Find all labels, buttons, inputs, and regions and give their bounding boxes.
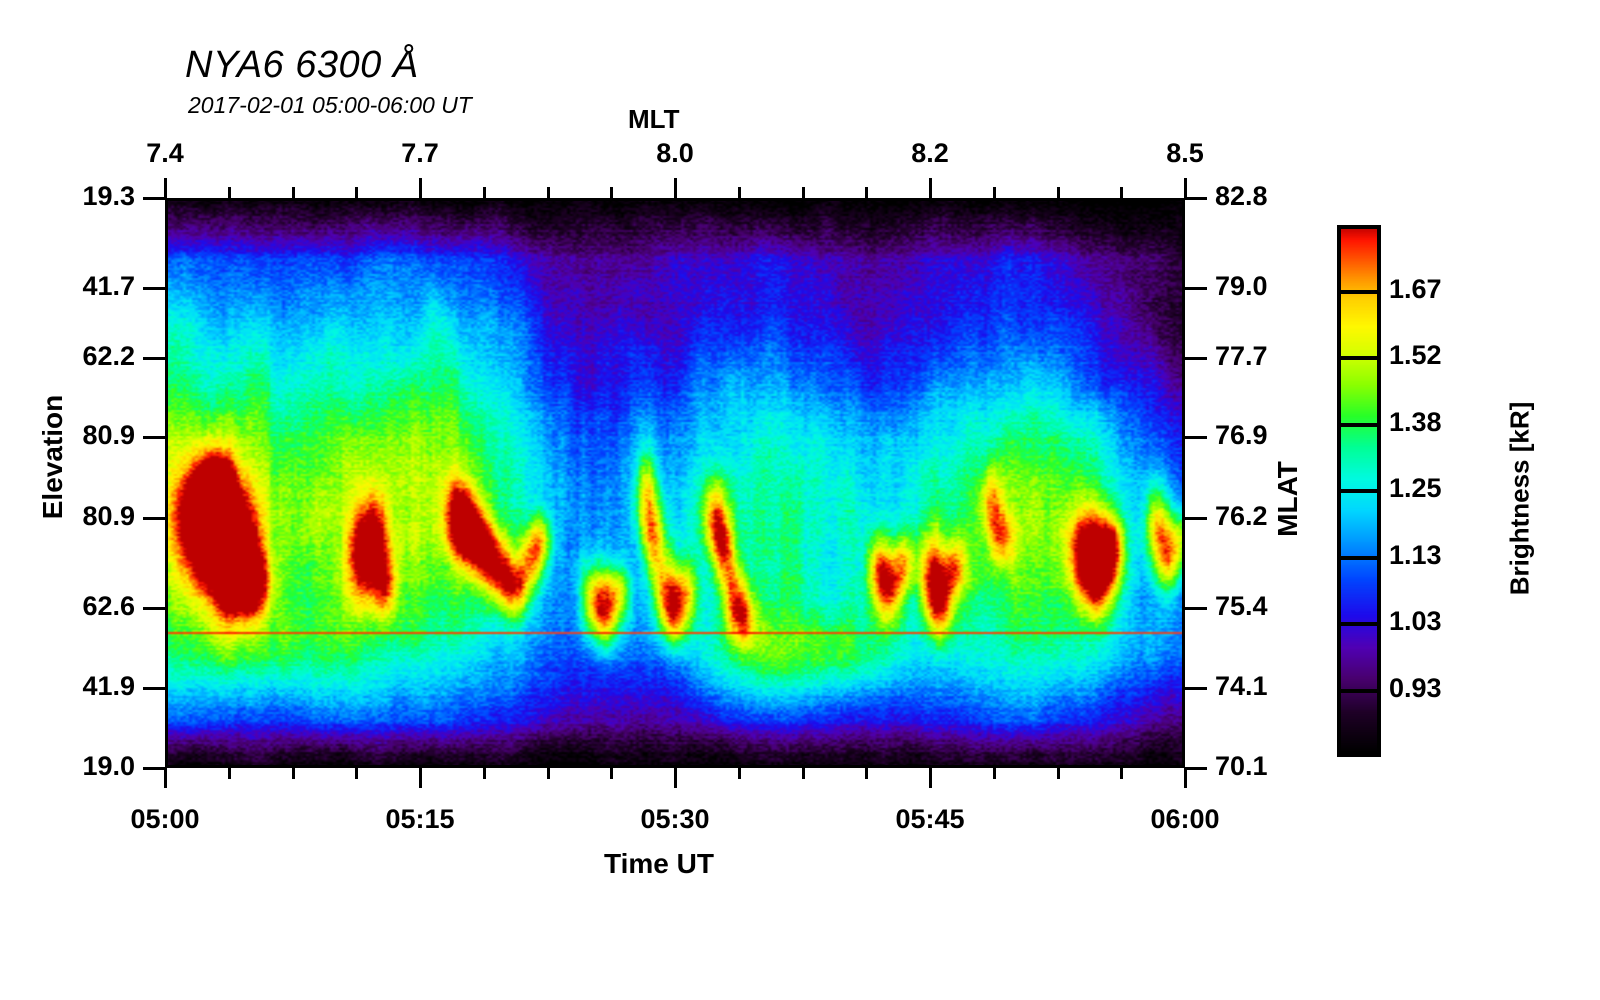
bottom-minor-tick-10	[802, 768, 805, 779]
right-tick-mark-4	[1185, 517, 1207, 520]
bottom-tick-mark-3	[929, 768, 932, 788]
top-tick-mark-0	[164, 178, 167, 198]
top-minor-tick-1	[228, 187, 231, 198]
colorbar-separator-0	[1337, 290, 1381, 294]
right-tick-label-0: 82.8	[1215, 181, 1268, 211]
bottom-tick-label-2: 05:30	[640, 804, 710, 834]
right-tick-label-6: 74.1	[1215, 671, 1268, 701]
top-tick-mark-3	[929, 178, 932, 198]
bottom-tick-mark-4	[1184, 768, 1187, 788]
bottom-tick-mark-0	[164, 768, 167, 788]
right-tick-label-1: 79.0	[1215, 271, 1268, 301]
right-tick-mark-2	[1185, 357, 1207, 360]
top-minor-tick-13	[993, 187, 996, 198]
bottom-minor-tick-5	[483, 768, 486, 779]
bottom-tick-label-4: 06:00	[1150, 804, 1220, 834]
right-tick-label-5: 75.4	[1215, 591, 1268, 621]
left-tick-mark-3	[143, 436, 165, 439]
top-minor-tick-10	[802, 187, 805, 198]
top-minor-tick-14	[1057, 187, 1060, 198]
top-tick-mark-1	[419, 178, 422, 198]
top-tick-label-2: 8.0	[656, 138, 694, 168]
left-tick-label-3: 80.9	[82, 420, 135, 450]
top-minor-tick-9	[738, 187, 741, 198]
right-tick-label-2: 77.7	[1215, 341, 1268, 371]
bottom-minor-tick-1	[228, 768, 231, 779]
colorbar-tick-label-5: 1.03	[1389, 606, 1442, 636]
right-tick-mark-3	[1185, 436, 1207, 439]
colorbar-tick-label-6: 0.93	[1389, 673, 1442, 703]
colorbar-tick-label-3: 1.25	[1389, 473, 1442, 503]
top-minor-tick-5	[483, 187, 486, 198]
top-tick-label-3: 8.2	[911, 138, 949, 168]
left-tick-mark-7	[143, 767, 165, 770]
right-tick-mark-7	[1185, 767, 1207, 770]
left-tick-label-4: 80.9	[82, 501, 135, 531]
colorbar-tick-label-1: 1.52	[1389, 340, 1442, 370]
left-tick-mark-4	[143, 517, 165, 520]
bottom-tick-mark-2	[674, 768, 677, 788]
keogram-plot-area	[165, 198, 1185, 768]
top-minor-tick-7	[610, 187, 613, 198]
bottom-tick-mark-1	[419, 768, 422, 788]
right-tick-label-7: 70.1	[1215, 751, 1268, 781]
bottom-minor-tick-9	[738, 768, 741, 779]
keogram-image	[168, 201, 1182, 765]
top-tick-label-0: 7.4	[146, 138, 184, 168]
mlt-axis-title: MLT	[628, 104, 680, 134]
right-tick-mark-5	[1185, 607, 1207, 610]
figure-title: NYA6 6300 Å	[185, 44, 419, 86]
left-tick-mark-5	[143, 607, 165, 610]
left-tick-mark-6	[143, 687, 165, 690]
left-tick-mark-0	[143, 197, 165, 200]
top-minor-tick-3	[355, 187, 358, 198]
colorbar-separator-5	[1337, 622, 1381, 626]
left-tick-label-0: 19.3	[82, 181, 135, 211]
colorbar-separator-3	[1337, 489, 1381, 493]
left-tick-label-7: 19.0	[82, 751, 135, 781]
top-tick-label-1: 7.7	[401, 138, 439, 168]
top-tick-label-4: 8.5	[1166, 138, 1204, 168]
right-tick-label-3: 76.9	[1215, 420, 1268, 450]
figure-subtitle: 2017-02-01 05:00-06:00 UT	[188, 92, 472, 118]
top-minor-tick-11	[865, 187, 868, 198]
top-tick-mark-2	[674, 178, 677, 198]
left-tick-mark-2	[143, 357, 165, 360]
bottom-tick-label-1: 05:15	[385, 804, 455, 834]
top-minor-tick-15	[1120, 187, 1123, 198]
colorbar-tick-label-0: 1.67	[1389, 274, 1442, 304]
colorbar-separator-1	[1337, 356, 1381, 360]
bottom-minor-tick-3	[355, 768, 358, 779]
colorbar-separator-4	[1337, 556, 1381, 560]
bottom-minor-tick-13	[993, 768, 996, 779]
bottom-tick-label-3: 05:45	[895, 804, 965, 834]
bottom-minor-tick-6	[547, 768, 550, 779]
bottom-tick-label-0: 05:00	[130, 804, 200, 834]
colorbar-tick-label-2: 1.38	[1389, 407, 1442, 437]
bottom-minor-tick-15	[1120, 768, 1123, 779]
right-tick-mark-6	[1185, 687, 1207, 690]
left-tick-label-6: 41.9	[82, 671, 135, 701]
left-tick-mark-1	[143, 287, 165, 290]
top-tick-mark-4	[1184, 178, 1187, 198]
bottom-minor-tick-14	[1057, 768, 1060, 779]
top-minor-tick-6	[547, 187, 550, 198]
top-minor-tick-2	[292, 187, 295, 198]
colorbar-axis-title: Brightness [kR]	[1504, 401, 1535, 596]
right-tick-mark-0	[1185, 197, 1207, 200]
left-tick-label-5: 62.6	[82, 591, 135, 621]
bottom-minor-tick-11	[865, 768, 868, 779]
bottom-minor-tick-7	[610, 768, 613, 779]
left-tick-label-1: 41.7	[82, 271, 135, 301]
colorbar-separator-6	[1337, 689, 1381, 693]
colorbar-separator-2	[1337, 423, 1381, 427]
right-tick-mark-1	[1185, 287, 1207, 290]
bottom-minor-tick-2	[292, 768, 295, 779]
right-tick-label-4: 76.2	[1215, 501, 1268, 531]
colorbar-tick-label-4: 1.13	[1389, 540, 1442, 570]
left-tick-label-2: 62.2	[82, 341, 135, 371]
time-axis-title: Time UT	[604, 848, 714, 879]
